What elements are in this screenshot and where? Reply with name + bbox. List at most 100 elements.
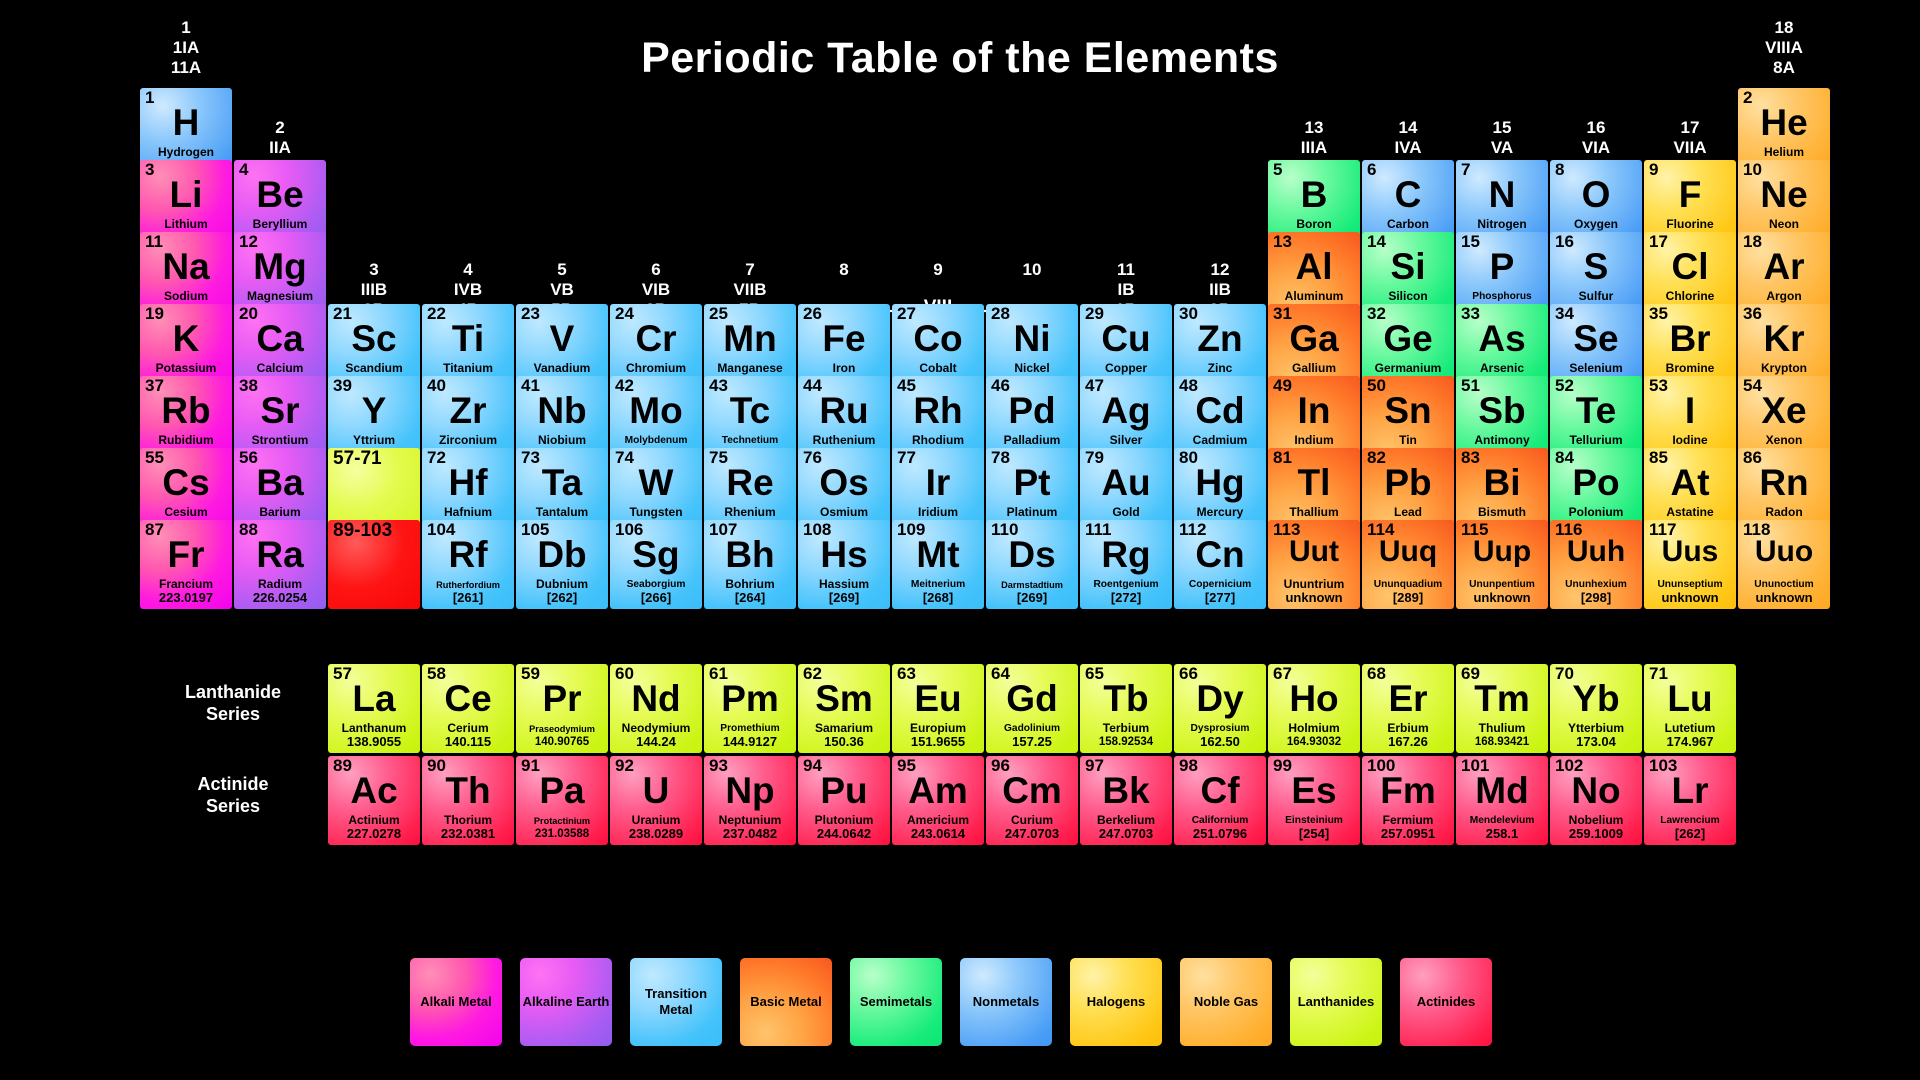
element-name: Beryllium	[252, 217, 308, 231]
legend-item-nonmetal[interactable]: Nonmetals	[960, 958, 1052, 1046]
element-cell-uuh[interactable]: 116 Uuh Ununhexium [298]	[1550, 520, 1642, 609]
legend-item-semimetal[interactable]: Semimetals	[850, 958, 942, 1046]
element-cell-sm[interactable]: 62 Sm Samarium 150.36	[798, 664, 890, 753]
element-cell-db[interactable]: 105 Db Dubnium [262]	[516, 520, 608, 609]
element-cell-u[interactable]: 92 U Uranium 238.0289	[610, 756, 702, 845]
legend-item-halogen[interactable]: Halogens	[1070, 958, 1162, 1046]
atomic-number: 72	[427, 448, 446, 467]
element-cell-ds[interactable]: 110 Ds Darmstadtium [269]	[986, 520, 1078, 609]
element-cell-uuq[interactable]: 114 Uuq Ununquadium [289]	[1362, 520, 1454, 609]
element-name: Seaborgium	[626, 578, 686, 590]
element-cell-uut[interactable]: 113 Uut Ununtrium unknown	[1268, 520, 1360, 609]
group-header-18: 18 VIIIA 8A	[1738, 18, 1830, 78]
element-symbol: Lr	[1671, 770, 1709, 811]
element-cell-uus[interactable]: 117 Uus Ununseptium unknown	[1644, 520, 1736, 609]
element-cell-rg[interactable]: 111 Rg Roentgenium [272]	[1080, 520, 1172, 609]
element-cell-cm[interactable]: 96 Cm Curium 247.0703	[986, 756, 1078, 845]
element-cell-uuo[interactable]: 118 Uuo Ununoctium unknown	[1738, 520, 1830, 609]
legend-item-alkali[interactable]: Alkali Metal	[410, 958, 502, 1046]
element-cell-pr[interactable]: 59 Pr Praseodymium 140.90765	[516, 664, 608, 753]
element-cell-bh[interactable]: 107 Bh Bohrium [264]	[704, 520, 796, 609]
element-cell-yb[interactable]: 70 Yb Ytterbium 173.04	[1550, 664, 1642, 753]
element-symbol: Pm	[721, 678, 779, 719]
element-name: Osmium	[819, 505, 868, 519]
atomic-number: 48	[1179, 376, 1198, 395]
element-name: Potassium	[155, 361, 217, 375]
group-header-line: 8A	[1773, 58, 1795, 78]
element-cell-sg[interactable]: 106 Sg Seaborgium [266]	[610, 520, 702, 609]
element-symbol: At	[1670, 462, 1710, 503]
element-cell-fm[interactable]: 100 Fm Fermium 257.0951	[1362, 756, 1454, 845]
element-cell-tm[interactable]: 69 Tm Thulium 168.93421	[1456, 664, 1548, 753]
element-symbol: Au	[1101, 462, 1151, 503]
element-name: Actinium	[348, 813, 400, 827]
element-cell-cf[interactable]: 98 Cf Californium 251.0796	[1174, 756, 1266, 845]
element-cell-pu[interactable]: 94 Pu Plutonium 244.0642	[798, 756, 890, 845]
atomic-mass: 259.1009	[1568, 826, 1624, 841]
element-cell-am[interactable]: 95 Am Americium 243.0614	[892, 756, 984, 845]
atomic-number: 14	[1367, 232, 1386, 251]
atomic-number: 103	[1649, 756, 1678, 775]
element-name: Promethium	[720, 722, 780, 734]
element-cell-eu[interactable]: 63 Eu Europium 151.9655	[892, 664, 984, 753]
element-cell-pm[interactable]: 61 Pm Promethium 144.9127	[704, 664, 796, 753]
element-cell-uup[interactable]: 115 Uup Ununpentium unknown	[1456, 520, 1548, 609]
element-cell-bk[interactable]: 97 Bk Berkelium 247.0703	[1080, 756, 1172, 845]
legend-item-label: Transition Metal	[644, 986, 708, 1017]
element-cell-gd[interactable]: 64 Gd Gadolinium 157.25	[986, 664, 1078, 753]
atomic-number: 81	[1273, 448, 1292, 467]
series-label-lanthanide: Lanthanide Series	[148, 682, 318, 725]
atomic-number: 96	[991, 756, 1010, 775]
element-cell-nd[interactable]: 60 Nd Neodymium 144.24	[610, 664, 702, 753]
series-placeholder-actinides[interactable]: 89-103	[328, 520, 420, 609]
element-cell-ho[interactable]: 67 Ho Holmium 164.93032	[1268, 664, 1360, 753]
element-name: Ununseptium	[1657, 578, 1723, 590]
atomic-mass: [268]	[922, 590, 954, 605]
element-cell-dy[interactable]: 66 Dy Dysprosium 162.50	[1174, 664, 1266, 753]
element-cell-tb[interactable]: 65 Tb Terbium 158.92534	[1080, 664, 1172, 753]
element-cell-lu[interactable]: 71 Lu Lutetium 174.967	[1644, 664, 1736, 753]
element-symbol: Gd	[1006, 678, 1058, 719]
legend-item-lanthanide[interactable]: Lanthanides	[1290, 958, 1382, 1046]
element-cell-lr[interactable]: 103 Lr Lawrencium [262]	[1644, 756, 1736, 845]
element-cell-fr[interactable]: 87 Fr Francium 223.0197	[140, 520, 232, 609]
element-symbol: Ag	[1101, 390, 1151, 431]
element-cell-hs[interactable]: 108 Hs Hassium [269]	[798, 520, 890, 609]
atomic-number: 91	[521, 756, 540, 775]
atomic-mass: 140.90765	[534, 735, 590, 748]
element-cell-cn[interactable]: 112 Cn Copernicium [277]	[1174, 520, 1266, 609]
legend-item-noble[interactable]: Noble Gas	[1180, 958, 1272, 1046]
element-cell-ce[interactable]: 58 Ce Cerium 140.115	[422, 664, 514, 753]
element-cell-er[interactable]: 68 Er Erbium 167.26	[1362, 664, 1454, 753]
atomic-mass: unknown	[1755, 590, 1813, 605]
element-cell-no[interactable]: 102 No Nobelium 259.1009	[1550, 756, 1642, 845]
element-symbol: K	[172, 318, 200, 359]
element-symbol: Pr	[542, 678, 582, 719]
element-cell-rf[interactable]: 104 Rf Rutherfordium [261]	[422, 520, 514, 609]
element-cell-ra[interactable]: 88 Ra Radium 226.0254	[234, 520, 326, 609]
element-cell-th[interactable]: 90 Th Thorium 232.0381	[422, 756, 514, 845]
legend-item-transition[interactable]: Transition Metal	[630, 958, 722, 1046]
legend-item-alkaline[interactable]: Alkaline Earth	[520, 958, 612, 1046]
element-cell-es[interactable]: 99 Es Einsteinium [254]	[1268, 756, 1360, 845]
atomic-number: 98	[1179, 756, 1198, 775]
element-cell-md[interactable]: 101 Md Mendelevium 258.1	[1456, 756, 1548, 845]
element-name: Cesium	[164, 505, 208, 519]
element-name: Rubidium	[158, 433, 214, 447]
element-symbol: Nd	[631, 678, 681, 719]
element-cell-pa[interactable]: 91 Pa Protactinium 231.03588	[516, 756, 608, 845]
element-cell-np[interactable]: 93 Np Neptunium 237.0482	[704, 756, 796, 845]
element-cell-la[interactable]: 57 La Lanthanum 138.9055	[328, 664, 420, 753]
legend-item-actinide[interactable]: Actinides	[1400, 958, 1492, 1046]
group-header-line: 8	[839, 260, 849, 279]
element-name: Nickel	[1014, 361, 1050, 375]
element-symbol: Cu	[1101, 318, 1151, 359]
legend-item-basic[interactable]: Basic Metal	[740, 958, 832, 1046]
element-name: Ununhexium	[1565, 578, 1627, 590]
atomic-number: 102	[1555, 756, 1584, 775]
element-cell-mt[interactable]: 109 Mt Meitnerium [268]	[892, 520, 984, 609]
atomic-mass: 231.03588	[534, 827, 590, 840]
element-cell-ac[interactable]: 89 Ac Actinium 227.0278	[328, 756, 420, 845]
element-name: Aluminum	[1284, 289, 1344, 303]
